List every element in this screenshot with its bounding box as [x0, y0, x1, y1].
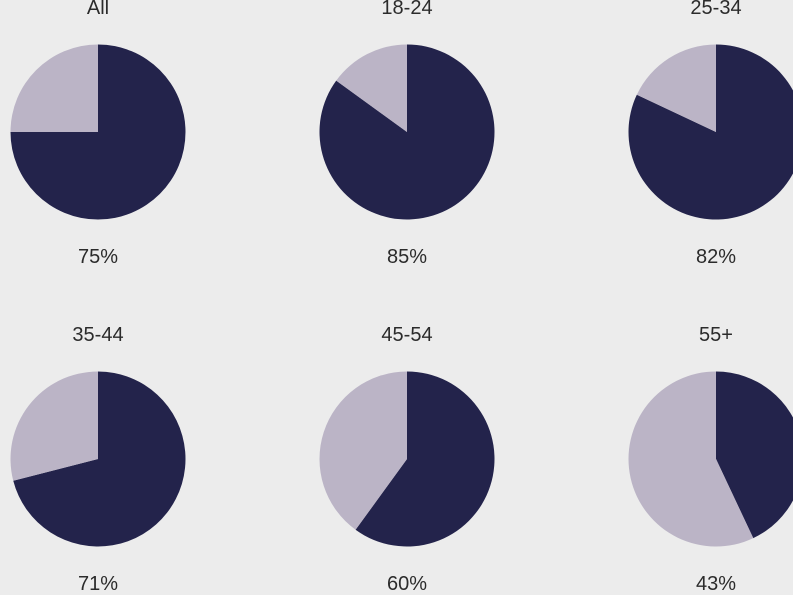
pie-slice-55plus-share — [716, 371, 793, 539]
pie-value-label-45-54: 60% — [387, 573, 427, 595]
pie-35-44: 35-44 71% — [10, 324, 186, 595]
pie-value-label-55plus: 43% — [696, 573, 736, 595]
pie-value-label-18-24: 85% — [387, 246, 427, 268]
pie-slice-35-44-share — [13, 371, 186, 547]
pie-slice-all-remainder — [10, 44, 98, 132]
pie-title-35-44: 35-44 — [72, 324, 123, 346]
pie-18-24: 18-24 85% — [319, 0, 495, 268]
pie-title-45-54: 45-54 — [381, 324, 432, 346]
pie-slice-35-44-remainder — [10, 371, 98, 481]
pie-title-all: All — [87, 0, 109, 19]
pie-value-label-35-44: 71% — [78, 573, 118, 595]
pie-slice-18-24-remainder — [336, 44, 407, 132]
pie-value-label-25-34: 82% — [696, 246, 736, 268]
pie-55plus: 55+ 43% — [628, 324, 793, 595]
pie-title-18-24: 18-24 — [381, 0, 432, 19]
pie-slice-45-54-share — [355, 371, 495, 547]
pie-slice-45-54-remainder — [319, 371, 407, 530]
pie-slice-18-24-share — [319, 44, 495, 220]
pie-25-34: 25-34 82% — [628, 0, 793, 268]
pie-slice-25-34-share — [628, 44, 793, 220]
pie-45-54: 45-54 60% — [319, 324, 495, 595]
pie-slice-25-34-remainder — [636, 44, 716, 132]
pie-value-label-all: 75% — [78, 246, 118, 268]
pie-slice-55plus-remainder — [628, 371, 754, 547]
pie-all: All 75% — [10, 0, 186, 268]
pie-title-25-34: 25-34 — [690, 0, 741, 19]
pie-title-55plus: 55+ — [699, 324, 733, 346]
